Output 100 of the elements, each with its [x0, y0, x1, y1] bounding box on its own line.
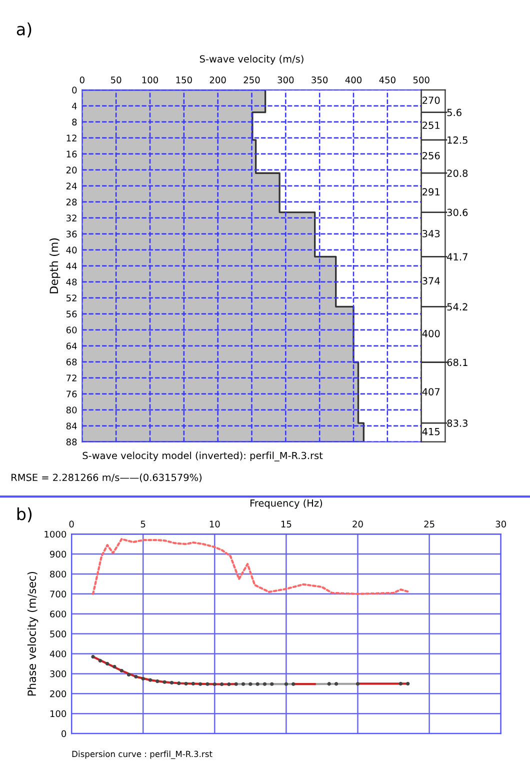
y2-tick-label: 68.1	[447, 358, 468, 366]
y-tick-label: 60	[66, 326, 77, 334]
x-tick-label: 500	[413, 76, 430, 84]
y-tick-label: 76	[66, 390, 77, 398]
x-tick-label: 400	[345, 76, 362, 84]
y-tick-label: 68	[66, 358, 77, 366]
point	[334, 682, 338, 686]
y2-tick-label: 41.7	[447, 253, 468, 260]
y-tick-label: 600	[50, 610, 66, 618]
point	[212, 682, 216, 686]
text: 291	[422, 188, 440, 196]
y-tick-label: 84	[66, 422, 77, 430]
point	[191, 682, 196, 686]
text: 256	[422, 152, 440, 160]
text: 400	[422, 330, 440, 338]
y-tick-label: 20	[66, 166, 77, 174]
text: 251	[422, 122, 440, 129]
point	[91, 654, 95, 659]
y-tick-label: 88	[66, 438, 77, 446]
text: Dispersion curve : perfil_M-R.3.rst	[72, 750, 212, 759]
x-tick-label: 50	[111, 76, 122, 84]
y-tick-label: 44	[66, 262, 77, 270]
point	[112, 664, 116, 669]
point	[406, 682, 410, 686]
point	[262, 682, 267, 686]
y-axis-title: Depth (m)	[49, 238, 60, 294]
x-tick-label: 200	[210, 76, 226, 84]
y-tick-label: 500	[50, 630, 66, 638]
y-tick-label: 48	[66, 278, 77, 286]
y-tick-label: 400	[50, 650, 66, 658]
y-tick-label: 56	[66, 310, 77, 318]
y-tick-label: 4	[72, 102, 77, 110]
point	[248, 682, 252, 686]
x-tick-label: 20	[352, 520, 363, 528]
point	[170, 680, 174, 685]
y-tick-label: 12	[66, 134, 76, 142]
point	[284, 682, 288, 686]
y-tick-label: 0	[62, 730, 66, 738]
y-tick-label: 36	[66, 230, 77, 238]
y-tick-label: 0	[72, 86, 77, 94]
y-tick-label: 32	[66, 214, 76, 222]
text: S-wave velocity model (inverted): perfil_M-R.3.rst	[82, 452, 323, 462]
x-tick-label: 5	[140, 520, 146, 528]
x-tick-label: 450	[379, 76, 396, 84]
point	[241, 682, 246, 686]
point	[206, 682, 210, 686]
y2-tick-label: 30.6	[447, 208, 468, 216]
point	[134, 674, 138, 679]
y-tick-label: 80	[66, 406, 77, 414]
point	[270, 682, 274, 686]
x-tick-label: 300	[278, 76, 294, 84]
y-tick-label: 900	[50, 550, 66, 558]
y-tick-label: 24	[66, 182, 77, 190]
y2-tick-label: 54.2	[447, 303, 468, 310]
point	[105, 662, 110, 666]
point	[234, 682, 238, 686]
x-tick-label: 15	[281, 520, 292, 528]
y-tick-label: 1000	[44, 530, 66, 538]
y-tick-label: 28	[66, 198, 77, 206]
y-tick-label: 16	[66, 150, 77, 158]
y2-tick-label: 12.5	[448, 136, 468, 144]
y-tick-label: 52	[66, 294, 76, 302]
point	[256, 682, 260, 686]
y-tick-label: 72	[66, 374, 76, 382]
y-tick-label: 40	[66, 246, 77, 254]
x-axis-title: S-wave velocity (m/s)	[200, 55, 304, 64]
y-tick-label: 700	[50, 590, 66, 598]
y-tick-label: 64	[66, 342, 77, 350]
y-axis-title: Phase velocity (m/sec)	[27, 572, 38, 696]
point	[156, 679, 160, 684]
y2-tick-label: 20.8	[447, 170, 468, 177]
point	[292, 682, 296, 686]
y-tick-label: 100	[50, 710, 66, 718]
x-tick-label: 150	[176, 76, 192, 84]
text: 270	[422, 96, 440, 104]
x-tick-label: 10	[210, 520, 220, 528]
x-tick-label: 250	[244, 76, 260, 84]
line-series	[92, 538, 409, 595]
y-tick-label: 800	[50, 570, 66, 578]
x-tick-label: 25	[424, 520, 434, 528]
point	[98, 658, 102, 663]
point	[220, 682, 224, 686]
x-tick-label: 0	[80, 76, 84, 84]
point	[356, 682, 360, 686]
y2-tick-label: 5.6	[447, 108, 462, 116]
point	[177, 681, 181, 686]
x-tick-label: 350	[312, 76, 328, 84]
text: 415	[422, 428, 440, 436]
x-tick-label: 30	[496, 520, 506, 528]
point	[398, 682, 403, 686]
x-tick-label: 100	[142, 76, 158, 84]
point	[148, 678, 152, 682]
text: 374	[422, 277, 440, 284]
x-axis-title: Frequency (Hz)	[250, 499, 322, 509]
point	[120, 668, 124, 673]
point	[141, 676, 145, 681]
point	[126, 672, 131, 677]
chart-title: a)	[16, 22, 32, 38]
point	[327, 682, 331, 686]
point	[198, 682, 202, 686]
